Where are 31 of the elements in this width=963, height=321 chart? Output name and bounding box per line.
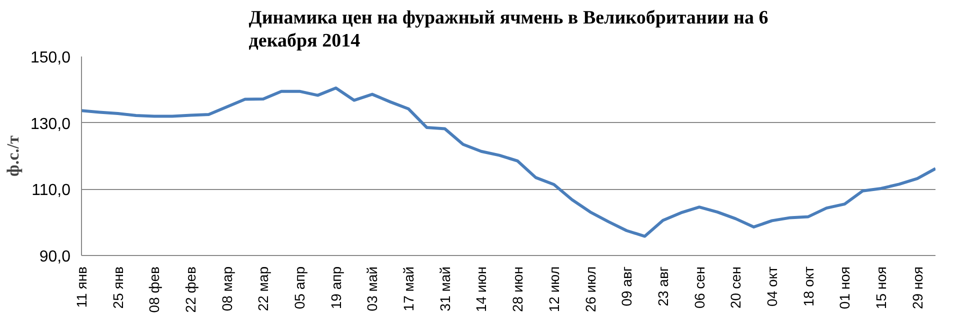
x-tick-label: 08 фев bbox=[146, 266, 162, 313]
x-tick-label: 09 авг bbox=[618, 266, 635, 306]
x-tick-label: 12 июл bbox=[546, 266, 562, 312]
y-tick-label: 90,0 bbox=[39, 248, 71, 266]
x-tick-label: 08 мар bbox=[218, 266, 235, 312]
x-tick-label: 11 янв bbox=[74, 266, 90, 308]
x-tick-label: 22 мар bbox=[255, 266, 272, 312]
y-tick-label: 110,0 bbox=[32, 182, 71, 200]
x-tick-label: 19 апр bbox=[328, 266, 344, 310]
line-series bbox=[82, 86, 936, 238]
x-tick-label: 26 июл bbox=[582, 266, 598, 312]
x-tick-label: 15 ноя bbox=[872, 266, 889, 310]
x-tick-label: 20 сен bbox=[728, 266, 744, 308]
x-tick-label: 25 янв bbox=[110, 266, 126, 309]
y-axis-title: ф.с./т bbox=[3, 134, 22, 176]
x-tick-label: 14 июн bbox=[473, 266, 490, 312]
y-tick-label: 150,0 bbox=[30, 50, 71, 66]
x-tick-label: 17 май bbox=[400, 266, 417, 312]
y-tick-label: 130,0 bbox=[30, 116, 71, 133]
x-tick-label: 05 апр bbox=[292, 266, 308, 310]
x-tick-label: 06 сен bbox=[691, 266, 708, 308]
x-tick-label: 03 май bbox=[364, 266, 380, 312]
x-tick-label: 22 фев bbox=[182, 266, 199, 313]
x-tick-label: 29 ноя bbox=[909, 266, 926, 310]
x-tick-label: 18 окт bbox=[800, 266, 816, 306]
x-tick-label: 04 окт bbox=[764, 266, 780, 306]
x-tick-label: 23 авг bbox=[654, 266, 671, 306]
x-tick-label: 01 ноя bbox=[836, 266, 853, 310]
chart-title: Динамика цен на фуражный ячмень в Великобритании на 6 декабря 2014 bbox=[248, 7, 768, 52]
x-tick-label: 28 июн bbox=[510, 266, 526, 312]
x-tick-label: 31 май bbox=[436, 266, 453, 312]
